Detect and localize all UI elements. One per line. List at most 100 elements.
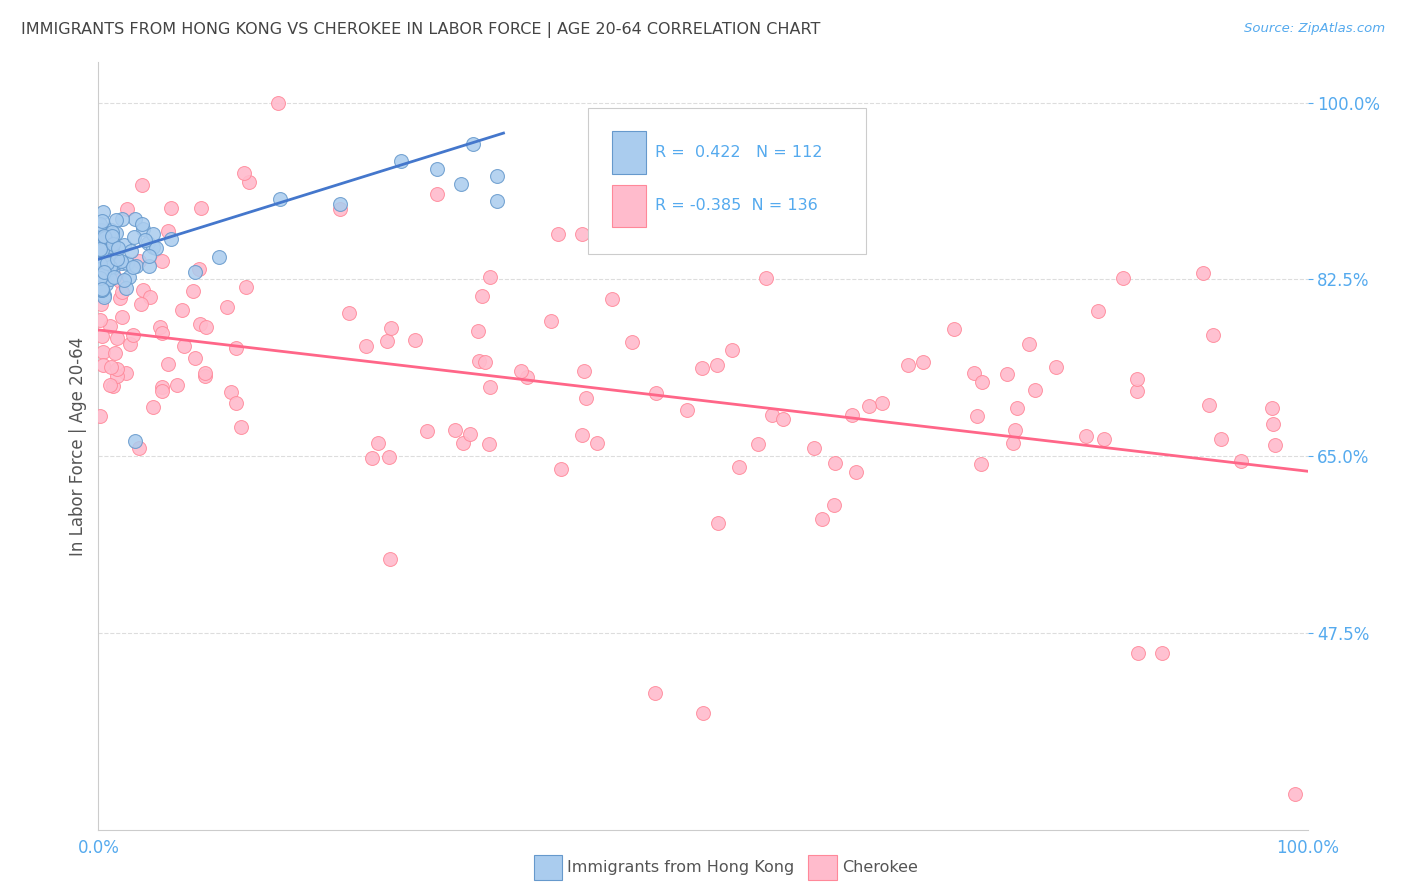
Point (93, 265, 115, 279)
Point (94, 236, 117, 251)
Text: Cherokee: Cherokee (842, 861, 918, 875)
Point (100, 239, 122, 253)
Point (90, 252, 112, 266)
Point (131, 217, 153, 231)
Point (100, 244, 122, 259)
Point (942, 322, 965, 336)
Point (93, 257, 115, 271)
Point (89, 270, 111, 285)
Point (375, 334, 398, 348)
Point (547, 227, 569, 241)
Point (329, 197, 352, 211)
Point (89, 217, 111, 231)
Point (91, 268, 114, 283)
Point (89, 244, 111, 259)
Point (361, 451, 384, 466)
Point (122, 230, 145, 244)
Point (963, 366, 986, 380)
Point (972, 375, 994, 389)
Point (1018, 337, 1040, 351)
Point (621, 334, 644, 349)
Point (225, 341, 247, 355)
Text: Source: ZipAtlas.com: Source: ZipAtlas.com (1244, 22, 1385, 36)
Point (90, 282, 112, 296)
Point (91, 359, 114, 373)
Point (142, 227, 165, 242)
Point (1126, 372, 1149, 386)
Point (90, 249, 112, 263)
Point (173, 338, 195, 352)
Point (194, 366, 217, 380)
Point (89, 409, 111, 423)
Point (105, 226, 128, 240)
Point (94, 247, 117, 261)
Point (96, 240, 118, 254)
Text: R =  0.422   N = 112: R = 0.422 N = 112 (655, 145, 823, 160)
Point (463, 136, 485, 151)
Point (112, 238, 135, 252)
Point (772, 411, 794, 425)
Point (150, 326, 173, 340)
Point (690, 361, 713, 376)
Point (98, 272, 121, 286)
Point (101, 379, 124, 393)
Text: IMMIGRANTS FROM HONG KONG VS CHEROKEE IN LABOR FORCE | AGE 20-64 CORRELATION CHA: IMMIGRANTS FROM HONG KONG VS CHEROKEE IN… (21, 22, 821, 38)
Point (105, 252, 128, 266)
Point (550, 461, 572, 475)
Point (1112, 271, 1135, 285)
Point (94, 252, 117, 266)
Point (131, 178, 153, 193)
Point (404, 334, 426, 348)
Point (367, 436, 389, 450)
Point (184, 265, 207, 279)
Point (89, 262, 111, 277)
Point (128, 442, 150, 456)
Point (111, 211, 134, 226)
Point (692, 706, 714, 721)
Point (845, 465, 868, 479)
Point (575, 391, 598, 405)
Point (93, 263, 115, 277)
Point (93, 236, 115, 251)
Point (89, 259, 111, 273)
Point (870, 396, 893, 410)
Point (90, 329, 112, 343)
Point (96, 237, 118, 252)
Point (706, 358, 728, 372)
Point (111, 285, 134, 299)
Point (477, 437, 499, 451)
Point (474, 355, 496, 369)
Point (824, 456, 846, 470)
Point (93, 290, 115, 304)
Point (90, 258, 112, 272)
Point (142, 400, 165, 414)
Point (229, 420, 252, 434)
Point (101, 243, 124, 257)
Point (1001, 435, 1024, 450)
Point (479, 379, 502, 393)
Point (443, 423, 465, 437)
Point (858, 399, 880, 413)
Point (89, 277, 111, 292)
Point (98, 228, 121, 243)
Point (101, 260, 124, 275)
Point (89, 258, 111, 272)
Point (676, 403, 699, 417)
Point (269, 192, 291, 206)
Point (572, 364, 595, 378)
Point (122, 328, 145, 343)
Point (460, 426, 482, 441)
Point (1261, 401, 1284, 415)
Point (142, 240, 165, 254)
Point (91, 243, 114, 257)
Point (115, 366, 138, 380)
Point (111, 256, 134, 270)
Point (571, 427, 593, 442)
Point (219, 385, 242, 400)
Point (426, 186, 449, 201)
Point (510, 364, 533, 378)
Point (1284, 787, 1306, 801)
Point (1264, 438, 1286, 452)
Point (132, 222, 155, 236)
Point (208, 250, 231, 264)
